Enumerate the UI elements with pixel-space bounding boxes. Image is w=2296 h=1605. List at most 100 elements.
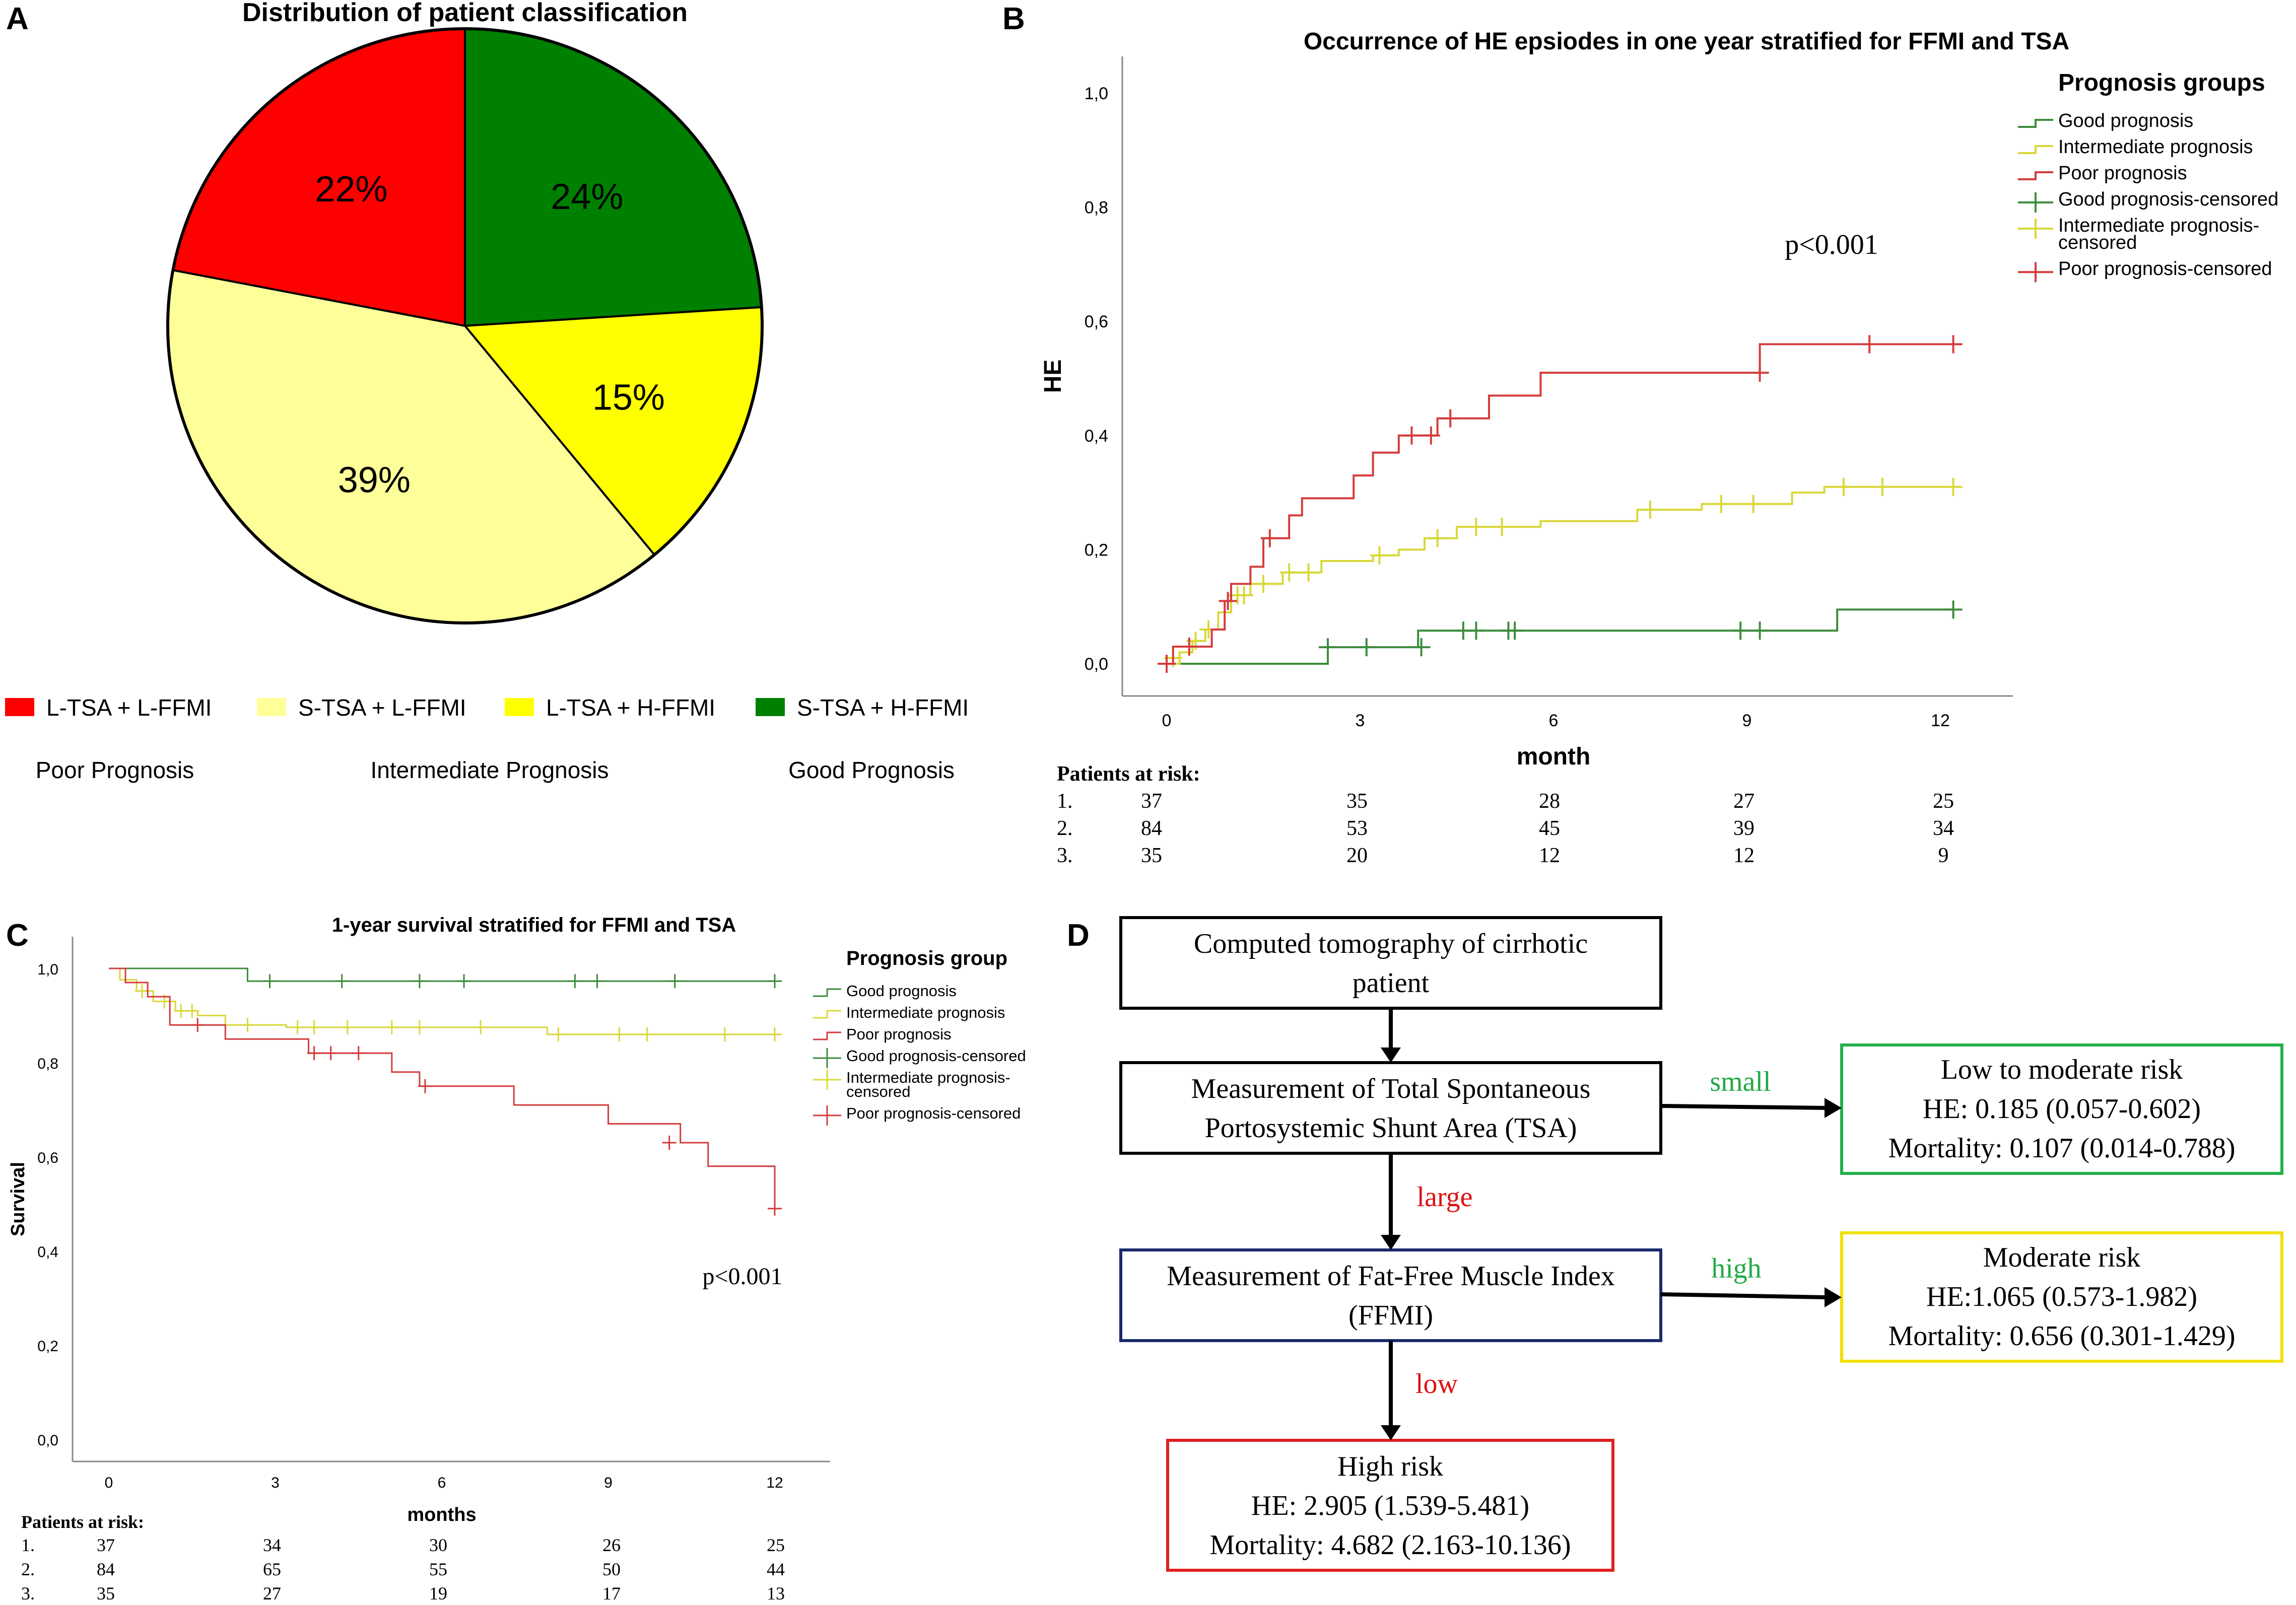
ct-line-1: Computed tomography of cirrhotic (1194, 928, 1588, 959)
legend-symbol-6 (2018, 262, 2053, 283)
box-tsa-measurement (1119, 1061, 1662, 1155)
censor-mark-3-6 (662, 1135, 677, 1150)
risk-row-label-1: 1. (21, 1535, 35, 1555)
panel-letter-a: A (6, 2, 29, 36)
legend-label-2: S-TSA + L-FFMI (298, 694, 466, 721)
legend-label-4: S-TSA + H-FFMI (797, 694, 969, 721)
censor-mark-2-15 (717, 1027, 732, 1041)
legend-swatch-4 (756, 698, 785, 716)
arrowhead-ct-tsa (1381, 1048, 1401, 1063)
censor-mark-2-11 (474, 1020, 488, 1034)
x-tick-label-4: 12 (1931, 711, 1950, 730)
risk-cell-2-5: 34 (1933, 817, 1954, 840)
label-high: high (1711, 1253, 1762, 1284)
censor-mark-3-3 (323, 1046, 338, 1061)
risk-row-label-3: 3. (21, 1583, 35, 1603)
censor-mark-2-1 (135, 984, 150, 998)
censor-mark-1-2 (1357, 638, 1376, 657)
legend-label-2: Intermediate prognosis (846, 1004, 1005, 1021)
risk-cell-3-5: 9 (1938, 844, 1949, 867)
risk-cell-2-4: 50 (602, 1559, 621, 1579)
legend-symbol-3 (2018, 171, 2053, 180)
risk-cell-1-4: 27 (1733, 790, 1754, 813)
box-high-risk (1166, 1439, 1614, 1572)
legend-label-5: Intermediate prognosis-censored (846, 1069, 1010, 1100)
censor-mark-3-3 (1219, 592, 1237, 610)
censor-mark-2-9 (1370, 546, 1389, 565)
risk-cell-2-1: 84 (97, 1559, 115, 1579)
chart-title: Occurrence of HE epsiodes in one year st… (1304, 28, 2069, 55)
legend-symbol-6 (813, 1105, 841, 1126)
risk-cell-1-3: 28 (1539, 790, 1560, 813)
risk-cell-3-5: 13 (767, 1583, 785, 1603)
risk-cell-3-1: 35 (1141, 844, 1162, 867)
legend-swatch-2 (257, 698, 286, 716)
high-risk-he: HE: 2.905 (1.539-5.481) (1251, 1490, 1529, 1521)
p-value-annotation: p<0.001 (1785, 229, 1878, 260)
censor-mark-3-1 (1158, 655, 1176, 673)
y-tick-label-2: 0,4 (37, 1244, 58, 1261)
legend-swatch-1 (5, 698, 34, 716)
arrowhead-ffmi-high (1381, 1425, 1401, 1440)
legend-label-1: L-TSA + L-FFMI (46, 694, 212, 721)
pie-label-2: 15% (592, 378, 665, 418)
x-axis-label: month (1517, 743, 1591, 770)
censor-mark-3-7 (768, 1201, 782, 1216)
series-line-3 (109, 967, 776, 1209)
series-line-2 (1167, 485, 1953, 665)
y-tick-label-3: 0,6 (1085, 312, 1108, 331)
legend-symbol-4 (2018, 192, 2053, 213)
censor-mark-2-14 (1712, 495, 1730, 513)
censor-mark-1-2 (334, 974, 349, 989)
y-tick-label-3: 0,6 (37, 1150, 58, 1166)
x-tick-label-2: 6 (1549, 711, 1559, 730)
box-moderate-risk (1840, 1231, 2283, 1363)
x-axis-label: months (407, 1504, 476, 1525)
censor-mark-2-10 (412, 1020, 427, 1034)
risk-row-label-1: 1. (1057, 790, 1073, 813)
y-tick-label-4: 0,8 (37, 1056, 58, 1072)
legend-symbol-1 (2018, 119, 2053, 128)
risk-cell-1-5: 25 (767, 1535, 785, 1555)
censor-mark-2-15 (1744, 495, 1763, 513)
label-small: small (1710, 1066, 1771, 1097)
pie-slices (166, 27, 764, 624)
pie-label-3: 39% (338, 460, 411, 501)
x-tick-label-3: 9 (1742, 711, 1752, 730)
y-tick-label-2: 0,4 (1085, 427, 1108, 446)
censor-mark-2-12 (1493, 518, 1511, 536)
legend-swatch-3 (505, 698, 534, 716)
censor-mark-1-3 (1412, 638, 1431, 657)
censor-mark-3-2 (1180, 638, 1198, 656)
censor-mark-2-6 (1254, 575, 1272, 593)
arrow-ffmi-to-moderate (1660, 1292, 1827, 1299)
censor-mark-1-5 (568, 974, 582, 989)
censor-mark-2-11 (1467, 518, 1485, 536)
y-tick-label-0: 0,0 (37, 1432, 58, 1449)
censor-mark-3-7 (1441, 409, 1460, 428)
series-line-1 (1167, 608, 1953, 665)
x-tick-label-1: 3 (271, 1475, 280, 1491)
risk-cell-1-3: 30 (429, 1535, 447, 1555)
legend-title: Prognosis groups (2058, 69, 2265, 96)
legend-label-1: Good prognosis (2058, 110, 2193, 131)
arrowhead-ffmi-moderate (1825, 1287, 1842, 1307)
censor-mark-2-8 (1299, 563, 1318, 582)
pie-label-4: 22% (315, 169, 387, 210)
legend-symbol-3 (813, 1031, 841, 1040)
risk-cell-3-4: 12 (1733, 844, 1754, 867)
risk-cell-3-3: 12 (1539, 844, 1560, 867)
ffmi-line-1: Measurement of Fat-Free Muscle Index (1167, 1261, 1615, 1292)
censor-mark-1-4 (457, 974, 471, 989)
censor-mark-1-1 (1319, 638, 1337, 657)
legend-label-3: Poor prognosis (2058, 163, 2187, 184)
low-risk-he: HE: 0.185 (0.057-0.602) (1923, 1093, 2201, 1125)
censor-mark-2-7 (1280, 563, 1299, 582)
censor-mark-1-9 (1750, 621, 1769, 640)
pie-label-1: 24% (551, 177, 623, 217)
legend-label-1: Good prognosis (846, 982, 957, 1000)
censor-mark-1-5 (1467, 621, 1485, 640)
risk-cell-3-4: 17 (602, 1583, 621, 1603)
censor-mark-3-4 (1260, 529, 1279, 547)
